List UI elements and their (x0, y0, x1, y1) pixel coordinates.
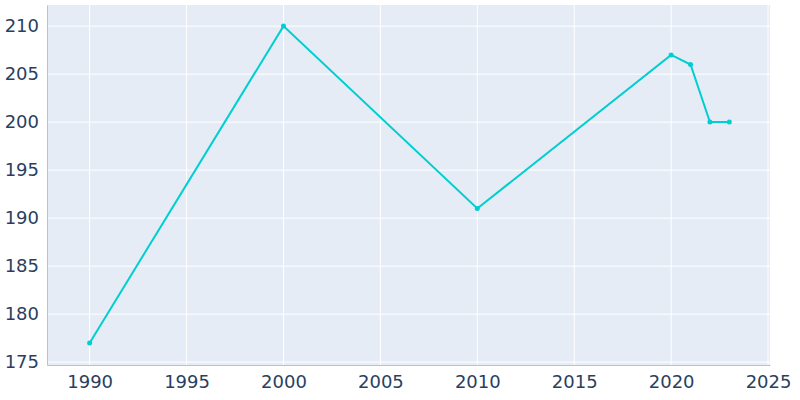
tick-label: 205 (5, 63, 39, 84)
tick: 200 (5, 111, 47, 132)
tick: 1990 (67, 365, 113, 392)
tick: 2010 (455, 365, 501, 392)
grid-line (671, 5, 672, 365)
tick: 195 (5, 159, 47, 180)
point (475, 206, 480, 211)
tick-label: 2025 (746, 371, 792, 392)
tick: 2025 (746, 365, 792, 392)
point (669, 52, 674, 57)
grid-line (47, 74, 770, 75)
grid-line (768, 5, 769, 365)
x-axis: 1990 1995 2000 2005 2010 2015 2020 2025 (48, 365, 792, 392)
grid-line (47, 170, 770, 171)
point (87, 340, 92, 345)
grid-line (47, 26, 770, 27)
tick: 210 (5, 15, 47, 36)
point (707, 120, 712, 125)
tick-label: 1990 (67, 371, 113, 392)
y-axis: 175 180 185 190 195 200 205 210 (5, 6, 48, 373)
plot-background (47, 5, 770, 365)
tick-label: 200 (5, 111, 39, 132)
point (281, 24, 286, 29)
point (727, 120, 732, 125)
grid-line (477, 5, 478, 365)
grid-line (47, 218, 770, 219)
point (688, 62, 693, 67)
series (87, 24, 732, 346)
tick-label: 2000 (261, 371, 307, 392)
tick: 2020 (649, 365, 695, 392)
tick-label: 2005 (358, 371, 404, 392)
line (90, 26, 730, 343)
tick: 205 (5, 63, 47, 84)
axis-line (47, 6, 48, 366)
axis-line (48, 365, 771, 366)
grid-line (47, 122, 770, 123)
tick: 2015 (552, 365, 598, 392)
tick-label: 2015 (552, 371, 598, 392)
tick-label: 190 (5, 207, 39, 228)
tick: 2000 (261, 365, 307, 392)
tick: 190 (5, 207, 47, 228)
tick: 1995 (164, 365, 210, 392)
tick-label: 180 (5, 303, 39, 324)
grid-line (47, 314, 770, 315)
x-grid (90, 5, 768, 365)
grid-line (380, 5, 381, 365)
tick-label: 1995 (164, 371, 210, 392)
tick-label: 2010 (455, 371, 501, 392)
tick-label: 210 (5, 15, 39, 36)
tick-label: 2020 (649, 371, 695, 392)
grid-line (47, 362, 770, 363)
tick: 2005 (358, 365, 404, 392)
tick-label: 185 (5, 255, 39, 276)
grid-line (47, 266, 770, 267)
tick: 185 (5, 255, 47, 276)
tick-label: 175 (5, 351, 39, 372)
grid-line (283, 5, 284, 365)
tick: 180 (5, 303, 47, 324)
chart: 1990 1995 2000 2005 2010 2015 2020 2025 175 180 18… (0, 0, 800, 400)
plot: 1990 1995 2000 2005 2010 2015 2020 2025 175 180 18… (5, 5, 792, 392)
tick: 175 (5, 351, 47, 372)
grid-line (574, 5, 575, 365)
tick-label: 195 (5, 159, 39, 180)
grid-line (89, 5, 90, 365)
y-grid (47, 26, 770, 362)
